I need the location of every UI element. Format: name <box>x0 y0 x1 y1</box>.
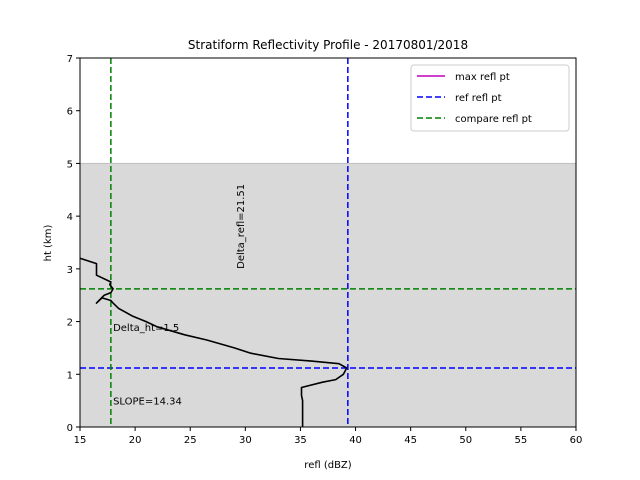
x-tick-label: 40 <box>349 435 362 446</box>
legend-label-2: compare refl pt <box>455 114 532 125</box>
x-tick-label: 45 <box>404 435 417 446</box>
y-tick-label: 6 <box>67 107 73 118</box>
x-axis-label: refl (dBZ) <box>304 460 351 471</box>
shaded-band <box>79 162 577 428</box>
profile-layer <box>79 257 348 427</box>
legend: max refl pt ref refl pt compare refl pt <box>410 64 570 132</box>
y-tick-label: 4 <box>67 212 73 223</box>
x-tick-label: 35 <box>294 435 307 446</box>
y-tick-label: 5 <box>67 159 73 170</box>
legend-box <box>410 64 570 132</box>
annotation-1: Delta_ht=1.5 <box>113 323 179 334</box>
x-tick-label: 60 <box>570 435 583 446</box>
legend-label-0: max refl pt <box>455 72 510 83</box>
annotation-2: SLOPE=14.34 <box>113 397 182 408</box>
y-tick-label: 7 <box>67 54 73 65</box>
annotations: Delta_refl=21.51 Delta_ht=1.5 SLOPE=14.34 <box>113 184 247 408</box>
reference-lines <box>80 58 576 427</box>
y-axis-label: ht (km) <box>43 225 54 262</box>
y-tick-label: 2 <box>67 318 73 329</box>
x-tick-label: 55 <box>515 435 528 446</box>
x-tick-label: 50 <box>459 435 472 446</box>
profile-line <box>79 257 348 427</box>
x-tick-label: 15 <box>74 435 87 446</box>
x-tick-label: 25 <box>184 435 197 446</box>
y-tick-label: 1 <box>67 370 73 381</box>
annotation-0: Delta_refl=21.51 <box>236 184 247 269</box>
y-tick-label: 0 <box>67 423 73 434</box>
x-tick-label: 20 <box>129 435 142 446</box>
shaded-band-layer <box>79 162 577 428</box>
axes-frame-border <box>79 57 577 428</box>
y-tick-label: 3 <box>67 265 73 276</box>
legend-label-1: ref refl pt <box>455 93 502 104</box>
chart-title: Stratiform Reflectivity Profile - 201708… <box>188 38 468 52</box>
axes-frame <box>79 57 577 428</box>
x-tick-label: 30 <box>239 435 252 446</box>
